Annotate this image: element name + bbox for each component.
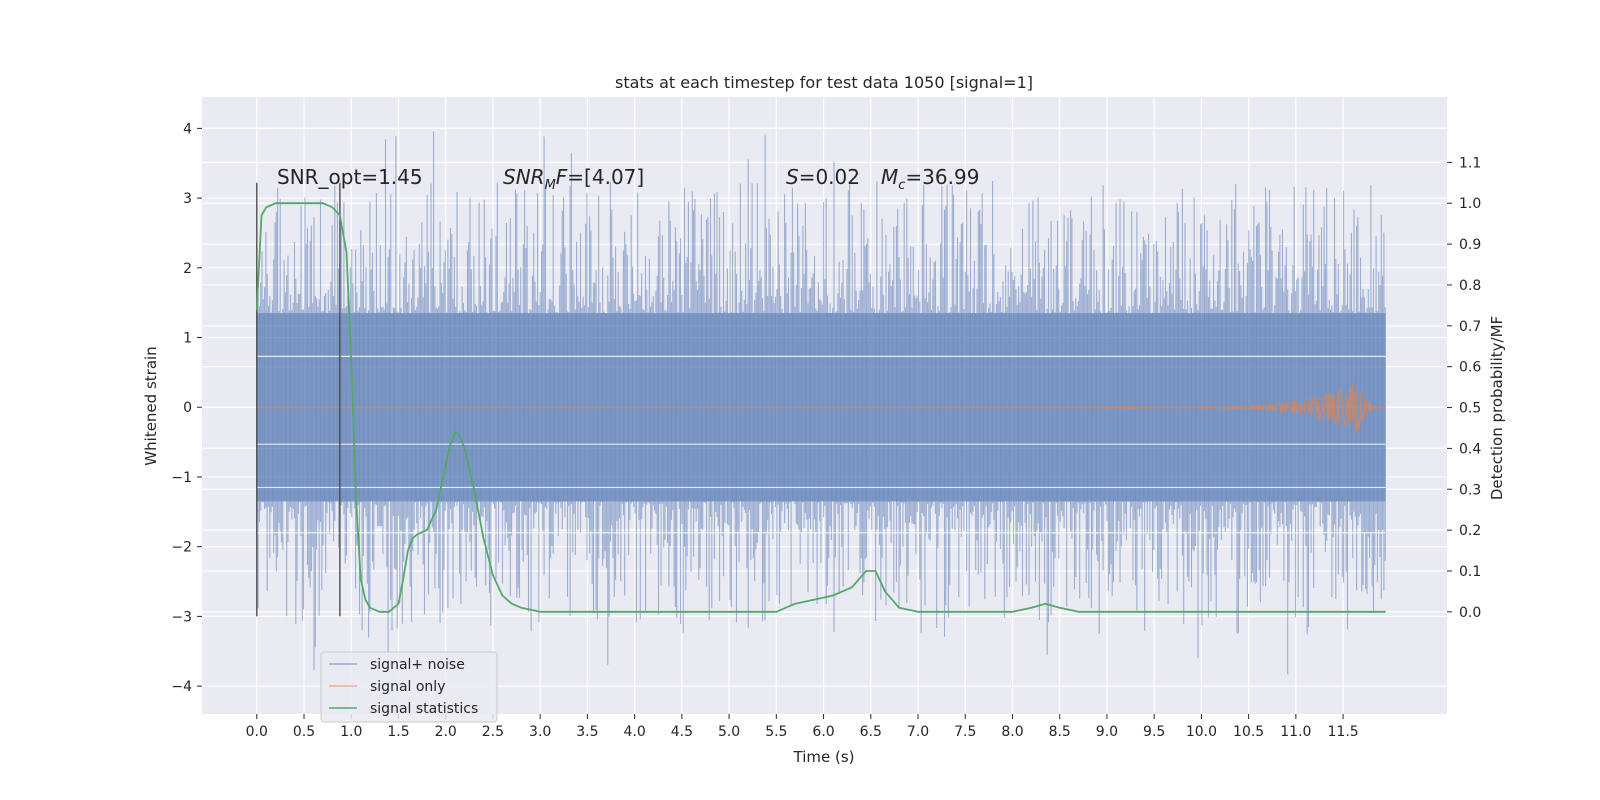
y2-tick-label: 0.7 — [1459, 319, 1481, 335]
y2-tick-label: 0.2 — [1459, 523, 1481, 539]
snr-mf-subscript: M — [545, 178, 556, 193]
y2-tick-label: 0.4 — [1459, 441, 1481, 457]
legend-box — [320, 651, 498, 723]
y2-axis-ticks: 0.0 0.1 0.2 0.3 0.4 0.5 0.6 0.7 0.8 0.9 1.0 1.1 — [1447, 155, 1481, 621]
x-tick-label: 2.5 — [482, 724, 504, 740]
y-tick-label: −4 — [171, 679, 192, 695]
snr-mf-symbol: SNR — [503, 165, 545, 189]
x-tick-label: 2.0 — [435, 724, 457, 740]
y2-tick-label: 0.9 — [1459, 237, 1481, 253]
x-tick-label: 11.5 — [1328, 724, 1359, 740]
y2-tick-label: 0.5 — [1459, 401, 1481, 417]
x-tick-label: 3.0 — [529, 724, 551, 740]
x-axis-label: Time (s) — [793, 748, 855, 766]
x-tick-label: 10.5 — [1233, 724, 1264, 740]
y-tick-label: −2 — [171, 540, 192, 556]
x-tick-label: 5.5 — [765, 724, 787, 740]
y-tick-label: 3 — [183, 191, 192, 207]
annotation-s: S=0.02 — [786, 165, 860, 189]
y-tick-label: 0 — [183, 400, 192, 416]
annotation-snr-opt: SNR_opt=1.45 — [277, 165, 423, 189]
y2-tick-label: 0.8 — [1459, 278, 1481, 294]
y-tick-label: 1 — [183, 331, 192, 347]
y2-tick-label: 0.3 — [1459, 482, 1481, 498]
x-tick-label: 6.5 — [860, 724, 882, 740]
legend-label-signal-noise: signal+ noise — [370, 657, 465, 673]
vertical-markers — [256, 182, 341, 617]
x-tick-label: 5.0 — [718, 724, 740, 740]
x-tick-label: 8.0 — [1001, 724, 1023, 740]
s-value: =0.02 — [799, 165, 860, 189]
signal-only-line — [256, 381, 1386, 434]
s-symbol: S — [786, 165, 799, 189]
snr-mf-suffix: F — [556, 165, 568, 189]
signal-statistics-line — [255, 202, 1386, 613]
annotation-snr-mf: SNRMF=[4.07] — [503, 165, 644, 193]
y2-tick-label: 1.0 — [1459, 196, 1481, 212]
y-tick-label: −1 — [171, 470, 192, 486]
y-axis-label: Whitened strain — [142, 346, 160, 465]
legend: signal+ noise signal only signal statist… — [320, 651, 498, 723]
x-axis-ticks: 0.0 0.5 1.0 1.5 2.0 2.5 3.0 3.5 4.0 4.5 5.0 5.5 6.0 6… — [246, 714, 1359, 740]
x-tick-label: 4.0 — [623, 724, 645, 740]
y2-tick-label: 0.6 — [1459, 360, 1481, 376]
y-tick-label: −3 — [171, 609, 192, 625]
mc-value: =36.99 — [905, 165, 979, 189]
mc-symbol: M — [881, 165, 898, 189]
y-tick-label: 2 — [183, 261, 192, 277]
legend-label-signal-statistics: signal statistics — [370, 701, 478, 717]
snr-mf-value: =[4.07] — [567, 165, 644, 189]
legend-label-signal-only: signal only — [370, 679, 445, 695]
statistics-series — [255, 202, 1386, 613]
y-axis-ticks: −4 −3 −2 −1 0 1 2 3 4 — [171, 121, 202, 695]
x-tick-label: 9.0 — [1096, 724, 1118, 740]
x-tick-label: 4.5 — [671, 724, 693, 740]
x-tick-label: 8.5 — [1049, 724, 1071, 740]
x-tick-label: 9.5 — [1143, 724, 1165, 740]
x-tick-label: 3.5 — [576, 724, 598, 740]
x-tick-label: 1.0 — [340, 724, 362, 740]
mc-subscript: c — [898, 178, 905, 193]
x-tick-label: 0.5 — [293, 724, 315, 740]
x-tick-label: 10.0 — [1186, 724, 1217, 740]
y2-tick-label: 0.1 — [1459, 564, 1481, 580]
x-tick-label: 1.5 — [387, 724, 409, 740]
chart-title: stats at each timestep for test data 105… — [615, 73, 1033, 92]
x-tick-label: 0.0 — [246, 724, 268, 740]
annotation-mc: Mc=36.99 — [881, 165, 979, 193]
x-tick-label: 7.0 — [907, 724, 929, 740]
y-tick-label: 4 — [183, 121, 192, 137]
y2-axis-label: Detection probability/MF — [1488, 316, 1506, 500]
y2-tick-label: 1.1 — [1459, 155, 1481, 171]
signal-only-series — [256, 381, 1386, 434]
x-tick-label: 11.0 — [1280, 724, 1311, 740]
x-tick-label: 7.5 — [954, 724, 976, 740]
y2-tick-label: 0.0 — [1459, 605, 1481, 621]
x-tick-label: 6.0 — [812, 724, 834, 740]
